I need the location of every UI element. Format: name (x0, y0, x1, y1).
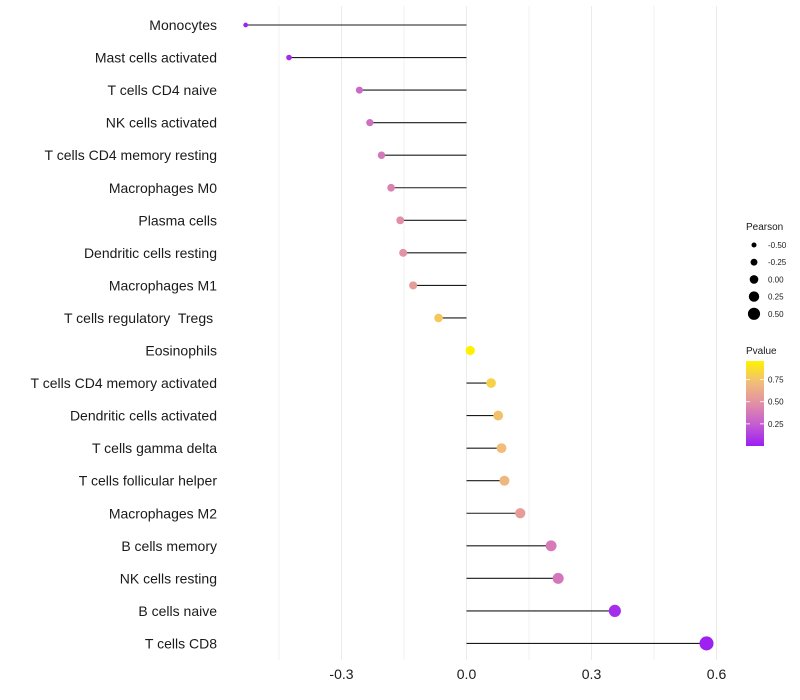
color-bar (746, 361, 764, 446)
data-point (608, 604, 621, 617)
x-tick-label: 0.6 (707, 666, 727, 682)
data-point (286, 54, 292, 61)
y-tick-label: Eosinophils (145, 343, 217, 359)
data-point (545, 540, 557, 552)
data-point (387, 183, 395, 192)
y-tick-label: T cells CD8 (145, 635, 217, 651)
size-legend-key (751, 242, 757, 248)
size-legend-title: Pearson (746, 222, 783, 233)
data-point (396, 216, 405, 225)
y-tick-label: Monocytes (149, 17, 217, 33)
data-point (552, 572, 564, 584)
y-tick-label: B cells memory (121, 538, 217, 554)
size-legend-key (747, 307, 761, 320)
data-point (493, 410, 504, 421)
size-legend-label: 0.25 (768, 293, 784, 302)
size-legend-key (749, 275, 759, 284)
points (243, 22, 714, 651)
size-legend: Pearson -0.50 -0.25 0.00 0.25 0.50 (746, 222, 787, 320)
data-point (399, 248, 408, 257)
size-legend-label: -0.50 (768, 241, 787, 250)
y-tick-label: Macrophages M1 (109, 277, 217, 293)
y-tick-label: T cells CD4 naive (108, 82, 218, 98)
x-tick-label: 0.3 (582, 666, 602, 682)
y-tick-label: T cells gamma delta (92, 440, 217, 456)
color-legend: Pvalue 0.25 0.50 0.75 (746, 346, 784, 446)
stems (245, 24, 707, 645)
data-point (515, 508, 526, 519)
data-point (699, 636, 714, 651)
y-tick-label: Macrophages M2 (109, 505, 217, 521)
y-tick-label: Dendritic cells resting (84, 245, 217, 261)
data-point (409, 281, 418, 290)
y-tick-label: Macrophages M0 (109, 180, 217, 196)
size-legend-key (748, 291, 760, 302)
y-tick-label: T cells CD4 memory activated (31, 375, 217, 391)
data-point (434, 313, 443, 323)
size-legend-label: 0.50 (768, 310, 784, 319)
data-point (465, 345, 475, 356)
color-legend-label: 0.75 (768, 376, 784, 385)
y-axis-labels: Monocytes Mast cells activated T cells CD4… (31, 17, 218, 651)
data-point (355, 86, 363, 94)
data-point (486, 378, 496, 388)
data-point (366, 119, 374, 127)
data-point (243, 22, 249, 28)
y-tick-label: NK cells activated (106, 115, 217, 131)
y-tick-label: Dendritic cells activated (70, 408, 217, 424)
size-legend-key (750, 258, 758, 266)
y-tick-label: T cells follicular helper (79, 473, 218, 489)
y-tick-label: T cells CD4 memory resting (45, 147, 217, 163)
data-point (499, 475, 510, 486)
x-tick-label: 0.0 (457, 666, 477, 682)
x-tick-label: -0.3 (329, 666, 353, 682)
y-tick-label: B cells naive (138, 603, 217, 619)
size-legend-label: 0.00 (768, 275, 784, 284)
data-point (377, 151, 386, 159)
y-tick-label: Mast cells activated (95, 50, 217, 66)
gridlines (278, 6, 718, 660)
color-legend-label: 0.25 (768, 420, 784, 429)
x-axis-ticks: -0.3 0.0 0.3 0.6 (329, 666, 726, 682)
color-legend-label: 0.50 (768, 398, 784, 407)
y-tick-label: NK cells resting (120, 570, 217, 586)
color-legend-title: Pvalue (746, 346, 777, 357)
data-point (496, 443, 507, 454)
y-tick-label: Plasma cells (138, 212, 217, 228)
y-tick-label: T cells regulatory Tregs (64, 310, 217, 326)
size-legend-label: -0.25 (768, 258, 787, 267)
